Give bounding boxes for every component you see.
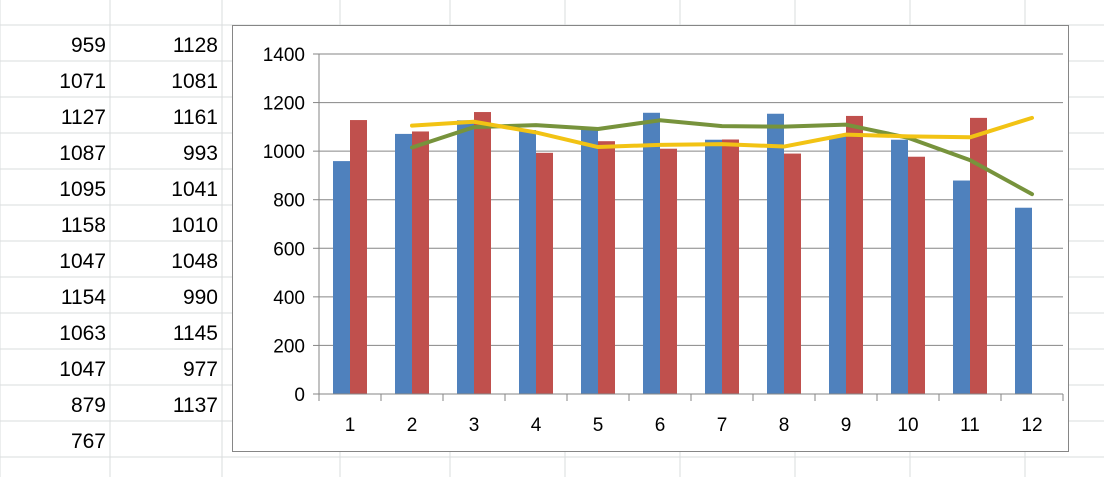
y-tick-label-600: 600 — [273, 239, 305, 260]
cell-a-6[interactable]: 1158 — [61, 214, 106, 237]
line-series-2[interactable] — [410, 115, 1034, 150]
cell-b-11[interactable]: 1137 — [173, 394, 218, 417]
cell-a-7[interactable]: 1047 — [59, 250, 106, 273]
cell-a-5[interactable]: 1095 — [59, 178, 106, 201]
cell-b-6[interactable]: 1010 — [171, 214, 218, 237]
y-tick-label-1000: 1000 — [263, 142, 305, 163]
line-series-1[interactable] — [410, 118, 1034, 197]
x-tick-label-6: 6 — [655, 415, 666, 436]
x-tick-label-11: 11 — [960, 415, 980, 436]
cell-b-4[interactable]: 993 — [183, 142, 218, 165]
bar-s2-1[interactable] — [350, 120, 367, 395]
cell-a-12[interactable]: 767 — [71, 430, 106, 453]
gridlines — [319, 53, 1063, 346]
cell-a-4[interactable]: 1087 — [59, 142, 106, 165]
cell-b-3[interactable]: 1161 — [173, 106, 218, 129]
x-tick-label-9: 9 — [841, 415, 852, 436]
y-tick-label-200: 200 — [273, 336, 305, 357]
cell-a-10[interactable]: 1047 — [59, 358, 106, 381]
bar-s1-2[interactable] — [395, 133, 412, 394]
bar-s1-10[interactable] — [891, 139, 908, 394]
cell-b-2[interactable]: 1081 — [171, 70, 218, 93]
cell-b-10[interactable]: 977 — [183, 358, 218, 381]
bar-s1-8[interactable] — [767, 113, 784, 394]
cell-a-2[interactable]: 1071 — [59, 70, 106, 93]
bar-s2-2[interactable] — [412, 131, 429, 394]
bar-s2-5[interactable] — [598, 141, 615, 394]
y-tick-label-1400: 1400 — [263, 45, 305, 66]
bar-s2-4[interactable] — [536, 152, 553, 394]
x-axis-ticks: 1 2 3 4 5 6 7 8 9 10 11 12 — [345, 415, 1043, 436]
x-tick-label-5: 5 — [593, 415, 604, 436]
bar-s1-12[interactable] — [1015, 207, 1032, 394]
bar-s2-10[interactable] — [908, 156, 925, 394]
x-tick-label-1: 1 — [345, 415, 356, 436]
y-axis-ticks: 0 200 400 600 800 1000 1200 1400 — [263, 45, 305, 406]
cell-a-1[interactable]: 959 — [71, 34, 106, 57]
y-tick-label-800: 800 — [273, 191, 305, 212]
bar-s1-3[interactable] — [457, 120, 474, 395]
x-tick-label-2: 2 — [407, 415, 418, 436]
cell-b-5[interactable]: 1041 — [171, 178, 218, 201]
cell-a-3[interactable]: 1127 — [61, 106, 106, 129]
cell-a-9[interactable]: 1063 — [59, 322, 106, 345]
cell-a-8[interactable]: 1154 — [61, 286, 106, 309]
y-tick-label-1200: 1200 — [263, 94, 305, 115]
bar-series — [333, 112, 1032, 395]
x-tick-label-8: 8 — [779, 415, 790, 436]
bar-s1-1[interactable] — [333, 161, 350, 394]
bar-s1-6[interactable] — [643, 112, 660, 395]
bar-s1-11[interactable] — [953, 180, 970, 394]
bar-s2-6[interactable] — [660, 148, 677, 394]
cell-a-11[interactable]: 879 — [71, 394, 106, 417]
cell-b-7[interactable]: 1048 — [171, 250, 218, 273]
x-tick-label-4: 4 — [531, 415, 542, 436]
bar-s2-8[interactable] — [784, 153, 801, 394]
bar-s1-4[interactable] — [519, 130, 536, 394]
y-tick-label-400: 400 — [273, 288, 305, 309]
bar-s1-7[interactable] — [705, 139, 722, 394]
bar-s2-7[interactable] — [722, 139, 739, 394]
bar-s1-5[interactable] — [581, 128, 598, 395]
x-tick-label-10: 10 — [897, 415, 918, 436]
bar-s1-9[interactable] — [829, 135, 846, 394]
cell-b-9[interactable]: 1145 — [173, 322, 218, 345]
y-tick-label-0: 0 — [294, 385, 305, 406]
bar-s2-9[interactable] — [846, 115, 863, 394]
cell-b-1[interactable]: 1128 — [173, 34, 218, 57]
line-series — [410, 115, 1034, 197]
cell-b-8[interactable]: 990 — [183, 286, 218, 309]
x-tick-label-12: 12 — [1021, 415, 1042, 436]
chart-area[interactable]: 0 200 400 600 800 1000 1200 1400 1 2 3 4 5 6 7 8 9 10 11 1… — [232, 25, 1069, 452]
bar-s2-11[interactable] — [970, 117, 987, 394]
x-tick-label-7: 7 — [717, 415, 728, 436]
axes — [313, 53, 1064, 401]
x-tick-label-3: 3 — [469, 415, 480, 436]
bar-s2-3[interactable] — [474, 112, 491, 395]
